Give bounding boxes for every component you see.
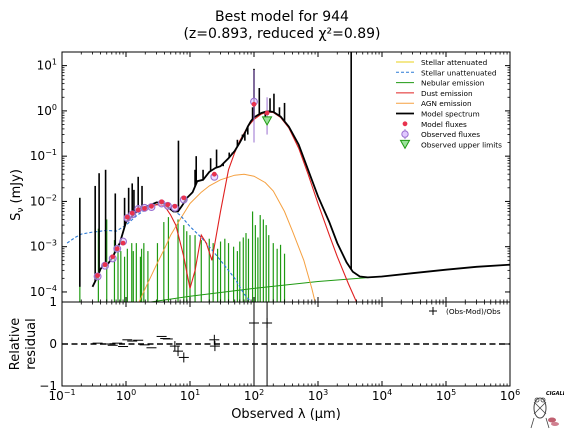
legend-entry: Observed fluxes [401,129,480,140]
legend-entry: Dust emission [396,89,473,98]
model-flux-point [120,240,126,246]
axes-layer: 10−1 100 101 102 103 104 105 10610−410−310−210−… [30,52,520,403]
legend-label: Observed upper limits [421,140,502,149]
dust-emission-line [125,111,358,302]
x-tick-label: 10−1 [48,388,75,403]
y-tick-label: 100 [37,103,57,118]
x-tick-label: 104 [372,388,392,403]
legend-label: Nebular emission [421,79,484,88]
legend-label: AGN emission [421,99,472,108]
legend-entry: Stellar attenuated [396,58,487,67]
legend-entry: Stellar unattenuated [396,68,496,77]
residual-legend: (Obs-Mod)/Obs [429,307,501,316]
legend-label: Stellar attenuated [421,58,487,67]
x-tick-label: 102 [244,388,264,403]
residual-y-label-line-2: residual [24,318,39,370]
legend-entry: Model spectrum [396,110,480,119]
chart-subtitle: (z=0.893, reduced χ²=0.89) [183,26,380,42]
y-tick-label: 101 [37,58,57,73]
chart-title: Best model for 944 [215,9,349,25]
legend-label: Dust emission [421,89,473,98]
legend-swatch [399,139,411,150]
main-plot [66,52,510,302]
legend-entry: Model fluxes [402,120,467,129]
model-flux-point [114,246,120,252]
model-flux-point [251,101,257,107]
model-flux-point [124,214,130,220]
legend-entry: Nebular emission [396,79,484,88]
model-flux-point [211,171,217,177]
model-flux-point [165,202,171,208]
residual-plot [62,302,510,386]
y-axis-label: Sν (mJy) [9,169,26,221]
model-flux-point [129,210,135,216]
model-flux-point [102,262,108,268]
y-tick-label: 10−4 [30,284,57,299]
residual-y-tick-label: −1 [39,379,57,393]
model-flux-point [264,110,270,116]
y-tick-label: 10−3 [30,239,57,254]
x-axis-label: Observed λ (μm) [231,407,341,422]
cigale-logo: CIGALE [530,391,564,429]
x-tick-label: 106 [500,388,520,403]
model-flux-point [95,273,101,278]
residual-legend-label: (Obs-Mod)/Obs [446,307,501,316]
model-flux-point [149,203,154,209]
agn-emission-line [138,173,316,302]
model-flux-point [142,206,147,211]
residual-y-tick-label: 0 [49,337,57,351]
model-flux-point [135,207,141,213]
x-tick-label: 100 [116,388,136,403]
legend-entry: Observed upper limits [399,139,502,150]
legend-entry: AGN emission [396,99,472,108]
model-flux-point [159,199,165,205]
residual-y-label-line-1: Relative [8,318,23,370]
cigale-logo-text: CIGALE [546,391,564,397]
upper-limit-marker [261,116,273,126]
legend-label: Model spectrum [421,110,480,119]
x-tick-label: 103 [308,388,328,403]
model-flux-point [181,195,187,201]
residual-y-tick-label: 1 [49,295,57,309]
model-flux-point [110,254,116,260]
legend-label: Stellar unattenuated [421,68,496,77]
legend-swatch [401,130,409,138]
x-tick-label: 101 [180,388,200,403]
model-flux-point [172,203,178,209]
legend-swatch [402,121,408,127]
legend-label: Model fluxes [421,120,467,129]
legend-label: Observed fluxes [421,130,480,139]
x-tick-label: 105 [436,388,456,403]
y-tick-label: 10−1 [30,148,57,163]
y-tick-label: 10−2 [30,193,57,208]
